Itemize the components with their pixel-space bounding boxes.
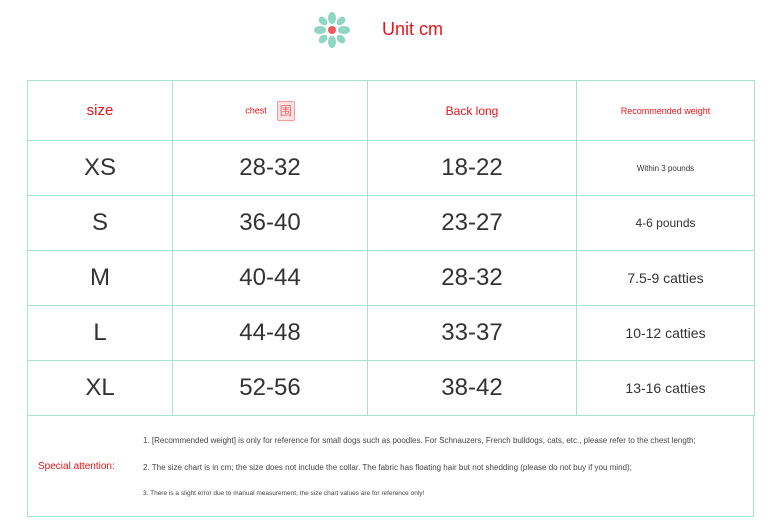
back-long-cell: 18-22 xyxy=(367,140,577,196)
back-long-cell: 33-37 xyxy=(367,305,577,361)
note-1: 1. [Recommended weight] is only for refe… xyxy=(143,436,696,445)
chest-cell: 52-56 xyxy=(172,360,368,416)
note-3: 3. There is a slight error due to manual… xyxy=(143,490,425,497)
table-row: M 40-44 28-32 7.5-9 catties xyxy=(27,250,755,306)
chest-cell: 40-44 xyxy=(172,250,368,306)
header-weight: Recommended weight xyxy=(576,80,755,141)
back-long-cell: 38-42 xyxy=(367,360,577,416)
note-2: 2. The size chart is in cm; the size doe… xyxy=(143,463,632,472)
header-chest-label: chest xyxy=(245,104,267,115)
size-cell: XS xyxy=(27,140,173,196)
chest-cell: 28-32 xyxy=(172,140,368,196)
back-long-cell: 23-27 xyxy=(367,195,577,251)
weight-cell: 13-16 catties xyxy=(576,360,755,416)
header-row: size chest 围 Back long Recommended weight xyxy=(27,80,755,141)
unit-label: Unit cm xyxy=(382,19,444,39)
flower-icon xyxy=(314,12,350,48)
chest-cell: 44-48 xyxy=(172,305,368,361)
special-attention-label: Special attention: xyxy=(38,461,115,472)
weight-cell: 4-6 pounds xyxy=(576,195,755,251)
header-size: size xyxy=(27,80,173,141)
weight-cell: 10-12 catties xyxy=(576,305,755,361)
table-row: L 44-48 33-37 10-12 catties xyxy=(27,305,755,361)
weight-cell: Within 3 pounds xyxy=(576,140,755,196)
back-long-cell: 28-32 xyxy=(367,250,577,306)
header-chest: chest 围 xyxy=(172,80,368,141)
stamp-icon: 围 xyxy=(276,100,295,121)
header: Unit cm xyxy=(0,0,773,60)
chest-cell: 36-40 xyxy=(172,195,368,251)
table-row: XL 52-56 38-42 13-16 catties xyxy=(27,360,755,416)
size-cell: XL xyxy=(27,360,173,416)
size-cell: L xyxy=(27,305,173,361)
size-cell: S xyxy=(27,195,173,251)
table-row: XS 28-32 18-22 Within 3 pounds xyxy=(27,140,755,196)
size-table: size chest 围 Back long Recommended weight… xyxy=(27,80,755,416)
table-row: S 36-40 23-27 4-6 pounds xyxy=(27,195,755,251)
header-back-long: Back long xyxy=(367,80,577,141)
size-cell: M xyxy=(27,250,173,306)
special-attention-box: Special attention: 1. [Recommended weigh… xyxy=(27,415,754,517)
weight-cell: 7.5-9 catties xyxy=(576,250,755,306)
